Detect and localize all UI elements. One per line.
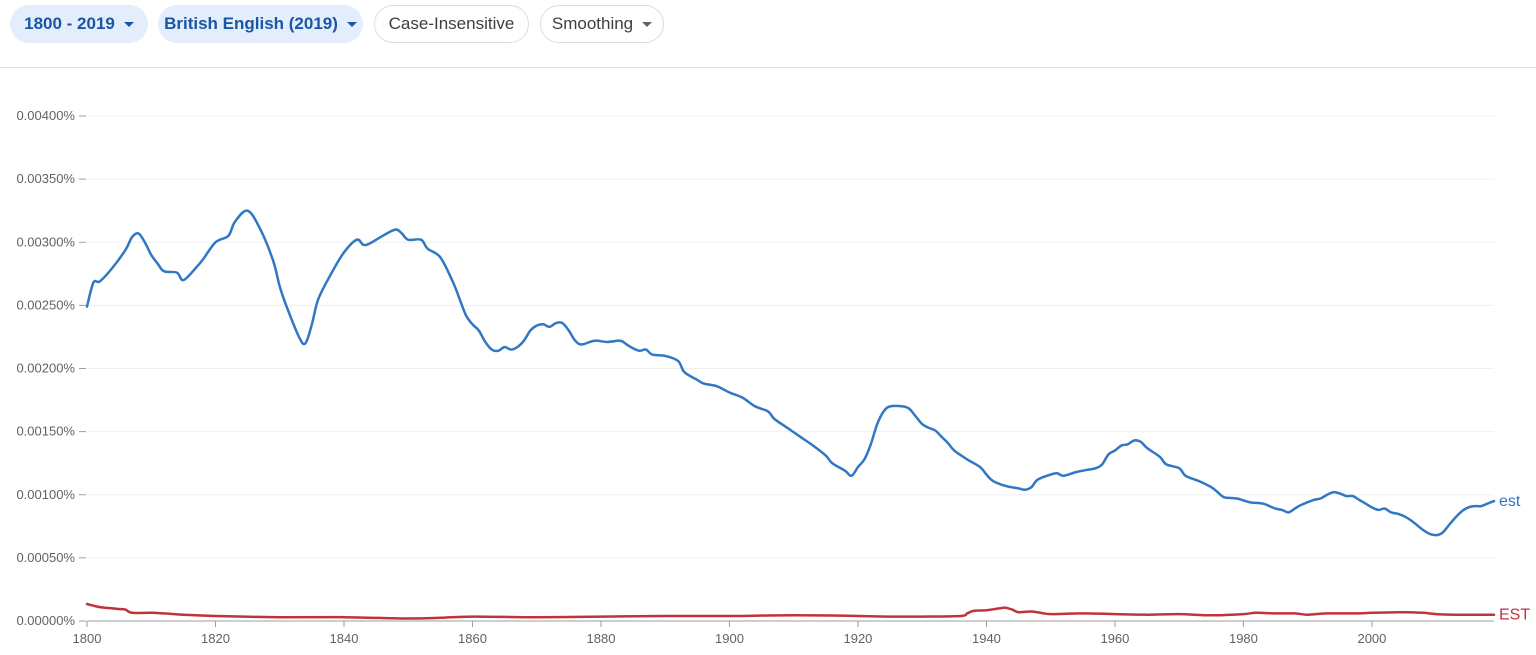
corpus-label: British English (2019)	[164, 14, 338, 33]
x-tick-label: 1940	[972, 631, 1001, 646]
corpus-dropdown[interactable]: British English (2019)	[158, 5, 363, 43]
x-tick-label: 1900	[715, 631, 744, 646]
chevron-down-icon	[346, 21, 357, 27]
y-tick-label: 0.00150%	[16, 424, 75, 439]
series-label-EST: EST	[1499, 607, 1530, 624]
x-tick-label: 1840	[330, 631, 359, 646]
x-tick-label: 1820	[201, 631, 230, 646]
series-line-EST	[85, 602, 1496, 620]
y-tick-label: 0.00200%	[16, 361, 75, 376]
x-tick-label: 1880	[587, 631, 616, 646]
x-tick-label: 1860	[458, 631, 487, 646]
x-tick-label: 2000	[1357, 631, 1386, 646]
chevron-down-icon	[123, 21, 134, 27]
x-tick-label: 1800	[73, 631, 102, 646]
y-tick-label: 0.00000%	[16, 613, 75, 628]
smoothing-dropdown[interactable]: Smoothing	[540, 5, 664, 43]
y-tick-label: 0.00350%	[16, 171, 75, 186]
chevron-down-icon	[642, 21, 653, 27]
series-label-est: est	[1499, 493, 1521, 510]
y-tick-label: 0.00250%	[16, 297, 75, 312]
y-tick-label: 0.00400%	[16, 108, 75, 123]
x-tick-label: 1960	[1100, 631, 1129, 646]
year-range-dropdown[interactable]: 1800 - 2019	[10, 5, 148, 43]
y-tick-label: 0.00100%	[16, 487, 75, 502]
series-line-est	[85, 209, 1496, 537]
year-range-label: 1800 - 2019	[24, 14, 115, 33]
x-tick-label: 1980	[1229, 631, 1258, 646]
smoothing-label: Smoothing	[551, 14, 634, 33]
toolbar: 1800 - 2019 British English (2019) Case-…	[0, 0, 1536, 68]
x-tick-label: 1920	[843, 631, 872, 646]
case-insensitive-label: Case-Insensitive	[388, 14, 515, 33]
y-tick-label: 0.00050%	[16, 550, 75, 565]
case-insensitive-toggle[interactable]: Case-Insensitive	[374, 5, 529, 43]
y-tick-label: 0.00300%	[16, 234, 75, 249]
